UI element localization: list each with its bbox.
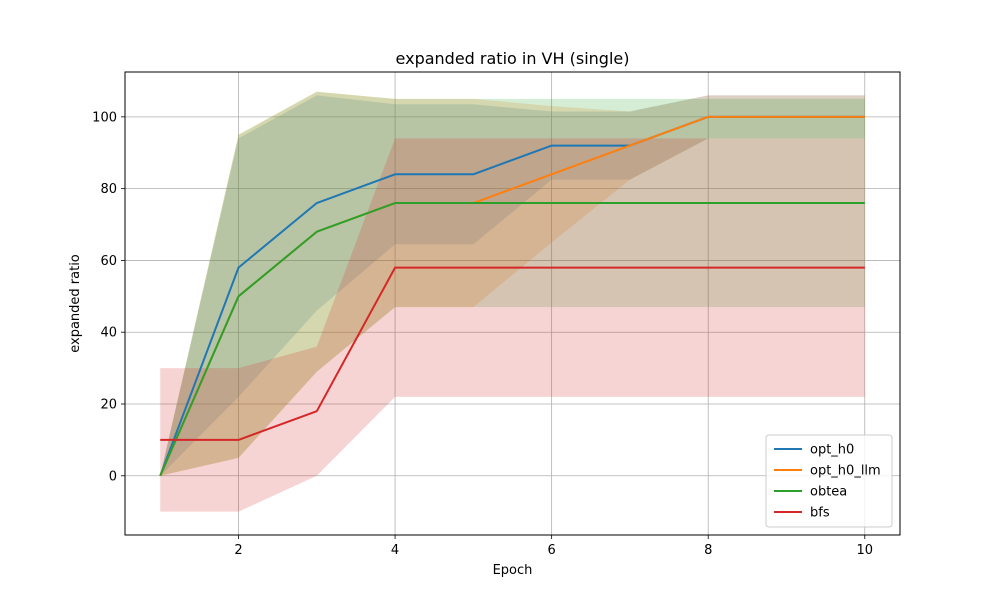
legend-label-opt_h0: opt_h0 [810, 443, 854, 458]
x-tick-label: 8 [704, 543, 712, 558]
confidence-bands [160, 91, 865, 512]
y-tick-label: 100 [92, 110, 117, 125]
y-tick-label: 60 [100, 254, 117, 269]
chart-title: expanded ratio in VH (single) [396, 49, 630, 68]
band-obtea [160, 91, 865, 476]
y-axis-label: expanded ratio [68, 254, 83, 353]
band-bfs [160, 138, 865, 512]
legend-box [765, 434, 893, 528]
x-tick-label: 2 [234, 543, 242, 558]
band-opt_h0 [160, 95, 865, 476]
x-tick-label: 4 [391, 543, 399, 558]
x-tick-label: 6 [548, 543, 556, 558]
y-tick-label: 0 [109, 469, 117, 484]
plot-frame [124, 71, 901, 536]
y-tick-label: 20 [100, 397, 117, 412]
x-tick-label: 10 [856, 543, 873, 558]
y-tick-label: 40 [100, 326, 117, 341]
line-bfs [160, 266, 865, 441]
line-obtea [159, 202, 865, 477]
x-axis-label: Epoch [493, 563, 533, 578]
series-lines [159, 115, 865, 477]
legend-label-opt_h0_llm: opt_h0_llm [810, 464, 881, 479]
y-tick-label: 80 [100, 182, 117, 197]
band-opt_h0_llm [160, 91, 865, 476]
legend-label-obtea: obtea [810, 485, 847, 500]
legend-label-bfs: bfs [810, 506, 830, 521]
